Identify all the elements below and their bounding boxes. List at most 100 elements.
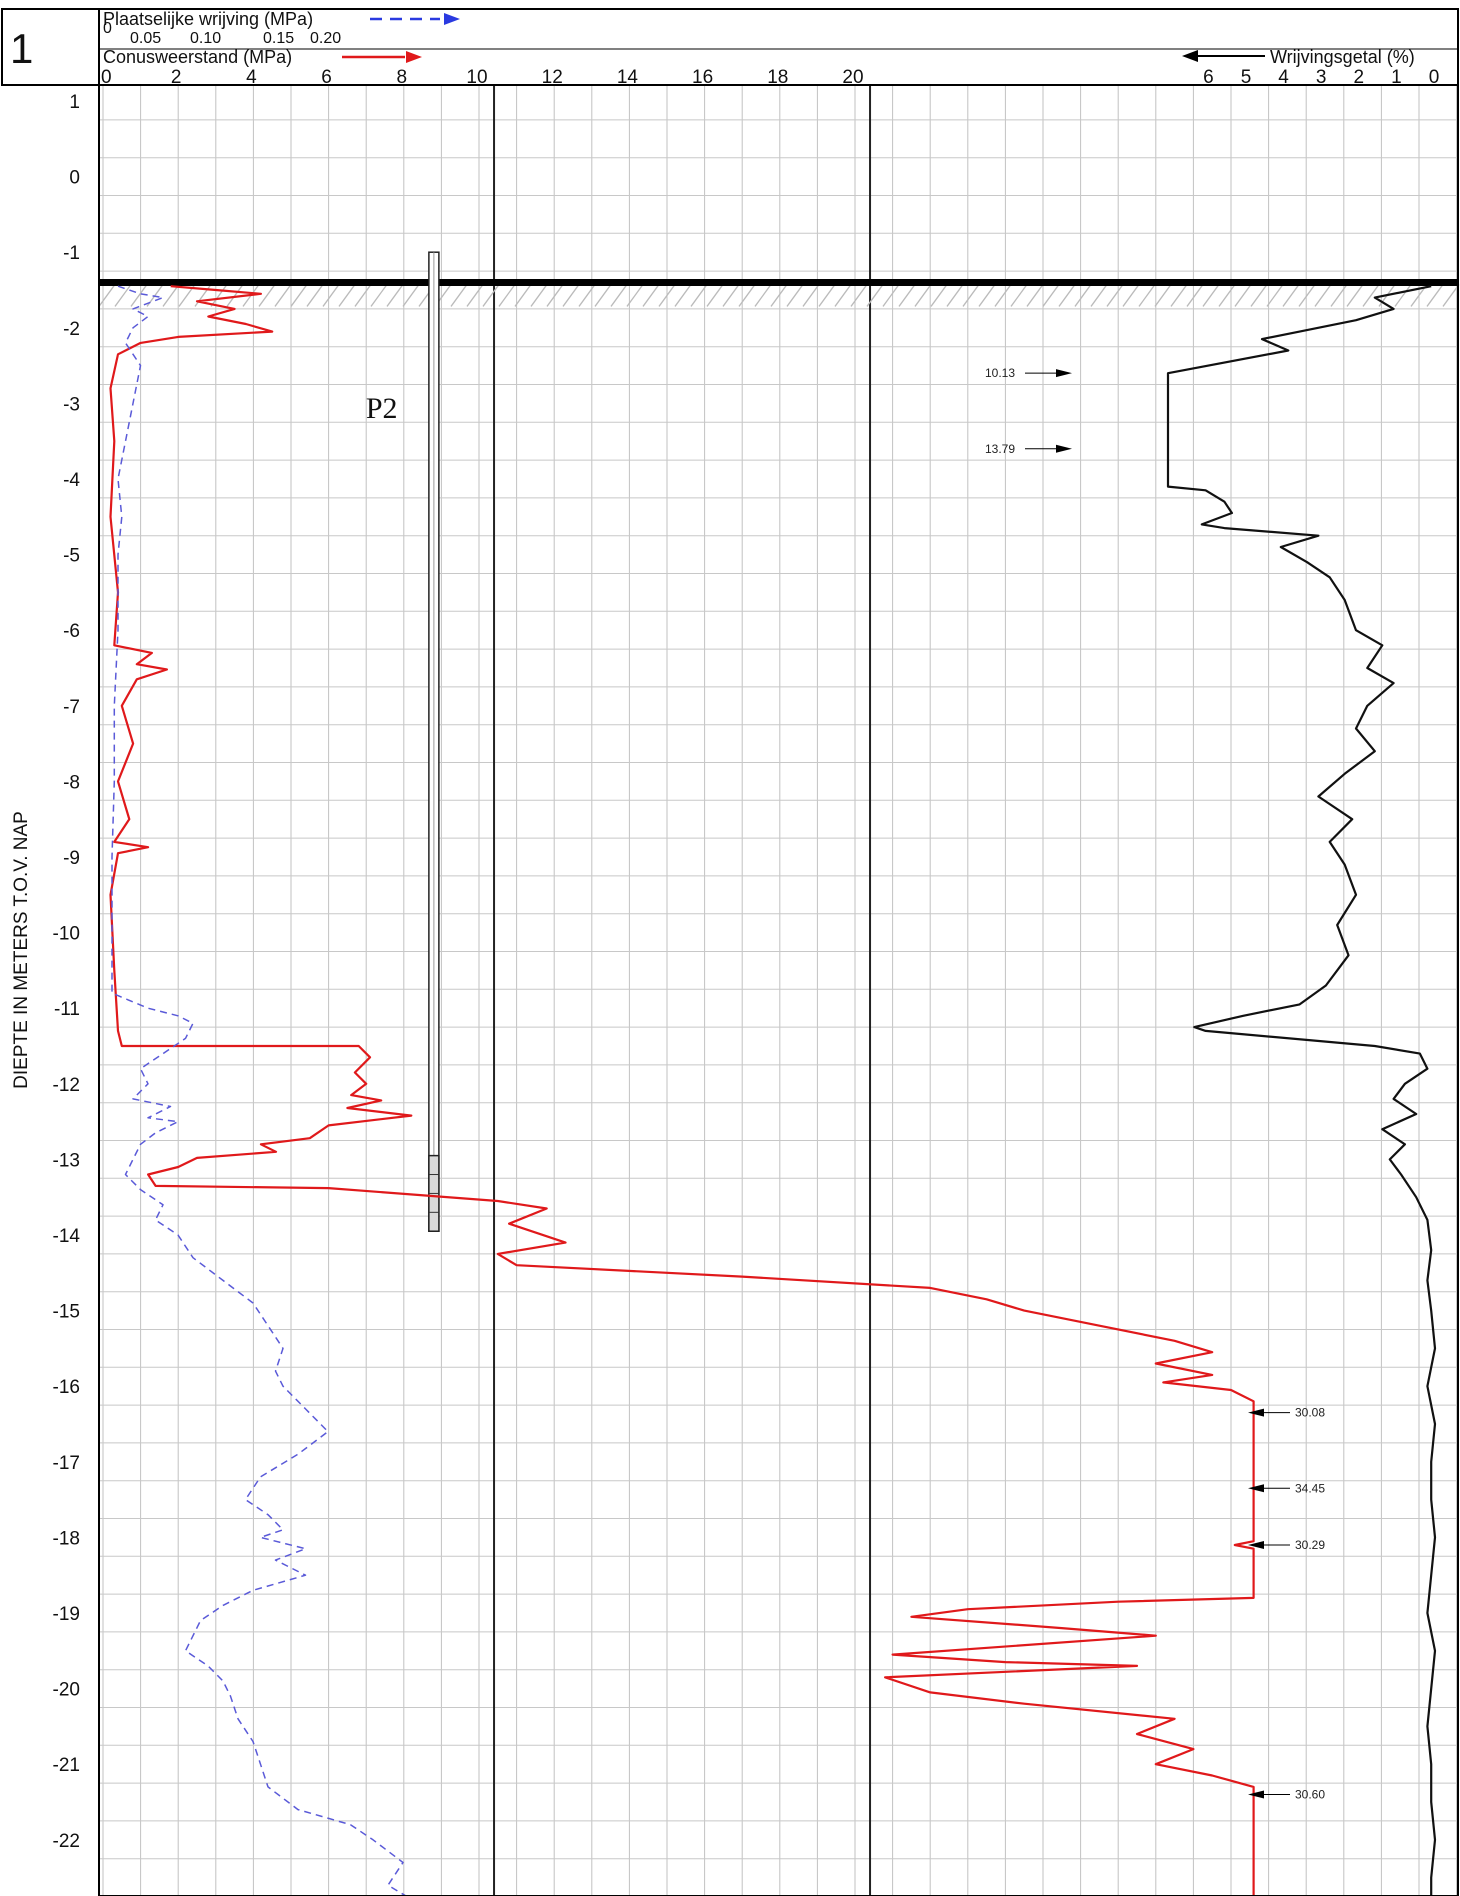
cutoff-arrow-head [1056,369,1072,378]
ground-hatch [1010,284,1028,307]
ground-hatch [738,284,756,307]
cone-axis-label: Conusweerstand (MPa) [103,47,292,67]
ground-hatch [642,284,660,307]
ground-hatch [674,284,692,307]
ground-hatch [450,284,468,307]
depth-tick-label: -8 [63,772,80,793]
cutoff-arrow-head [1056,444,1072,453]
plot-frame [98,84,1459,1896]
cutoff-arrow-head [1248,1408,1264,1417]
cone-resistance-line [109,285,1255,1896]
depth-tick-label: -21 [53,1755,80,1776]
ground-hatch [306,284,324,307]
cutoff-arrow-head [1248,1540,1264,1549]
ground-hatch [162,284,180,307]
ground-hatch [802,284,820,307]
cutoff-value-label: 13.79 [985,442,1015,456]
ground-hatch [834,284,852,307]
depth-tick-label: -15 [53,1302,80,1323]
ground-hatch [898,284,916,307]
ground-hatch [1154,284,1172,307]
ground-hatch [1218,284,1236,307]
ground-hatch [258,284,276,307]
cutoff-value-label: 30.08 [1295,1406,1325,1420]
depth-tick-label: -10 [53,924,80,945]
ground-hatch [722,284,740,307]
ground-hatch [1330,284,1348,307]
cutoff-arrow-head [1248,1790,1264,1799]
ground-hatch [354,284,372,307]
ground-hatch [274,284,292,307]
y-axis-label: DIEPTE IN METERS T.O.V. NAP [11,811,32,1089]
depth-tick-label: 0 [69,168,80,189]
ground-hatch [994,284,1012,307]
pile-label: P2 [366,392,398,425]
ground-hatch [1298,284,1316,307]
cone-tick-label: 16 [692,67,713,88]
ground-hatch [1266,284,1284,307]
ground-hatch [1394,284,1412,307]
depth-tick-label: -6 [63,621,80,642]
ratio-tick-label: 1 [1391,67,1402,88]
ground-hatch [322,284,340,307]
ground-hatch [1426,284,1444,307]
ground-hatch [594,284,612,307]
ground-hatch [1202,284,1220,307]
depth-tick-label: -11 [54,999,80,1020]
ground-hatch [610,284,628,307]
ground-hatch [914,284,932,307]
ground-hatch [1234,284,1252,307]
ground-hatch [1026,284,1044,307]
cutoff-value-label: 34.45 [1295,1481,1325,1495]
ground-hatch [1362,284,1380,307]
ground-hatch [1106,284,1124,307]
ground-hatch [514,284,532,307]
ground-hatch [98,284,116,307]
depth-tick-label: -20 [53,1680,80,1701]
ground-hatch [546,284,564,307]
depth-tick-label: -16 [53,1377,80,1398]
cutoff-value-label: 30.60 [1295,1787,1325,1801]
friction-tick-label: 0.10 [190,30,221,47]
ground-hatch [658,284,676,307]
ground-hatch [578,284,596,307]
ground-hatch [978,284,996,307]
ratio-tick-label: 4 [1278,67,1289,88]
ground-hatch [370,284,388,307]
depth-tick-label: -3 [63,394,80,415]
ground-hatch [1250,284,1268,307]
ground-hatch [1090,284,1108,307]
ground-hatch [882,284,900,307]
ratio-tick-label: 2 [1354,67,1365,88]
ground-hatch [1058,284,1076,307]
ground-hatch [770,284,788,307]
ground-hatch [818,284,836,307]
ground-hatch [530,284,548,307]
local-friction-line [111,285,408,1896]
cutoff-value-label: 42.38 [1295,1893,1325,1896]
ground-hatch [482,284,500,307]
depth-tick-label: -18 [53,1528,80,1549]
ground-hatch [210,284,228,307]
ground-hatch [1314,284,1332,307]
ground-hatch [930,284,948,307]
ratio-tick-label: 3 [1316,67,1327,88]
cone-tick-label: 20 [842,67,863,88]
sheet-number: 1 [10,25,33,72]
depth-tick-label: -19 [53,1604,80,1625]
cone-tick-label: 8 [397,67,408,88]
depth-tick-label: -17 [53,1453,80,1474]
cone-tick-label: 10 [466,67,487,88]
ground-hatch [466,284,484,307]
ground-hatch [130,284,148,307]
friction-tick-label: 0.15 [263,30,294,47]
ground-hatch [562,284,580,307]
ground-hatch [1074,284,1092,307]
depth-tick-label: -4 [63,470,80,491]
cone-tick-label: 6 [321,67,332,88]
ratio-tick-label: 5 [1241,67,1252,88]
friction-legend-arrow [444,13,460,25]
ground-hatch [1282,284,1300,307]
ground-hatch [1442,284,1460,307]
